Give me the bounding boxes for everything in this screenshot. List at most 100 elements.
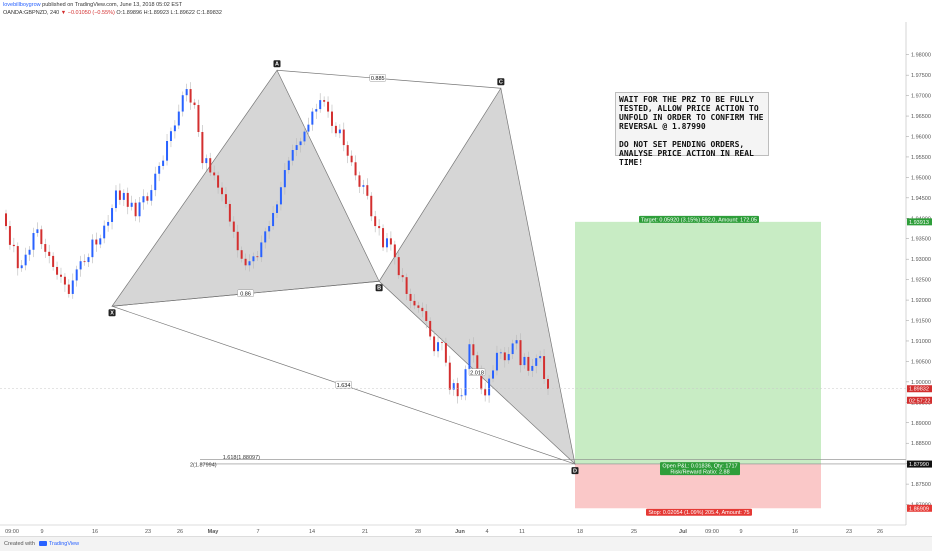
pattern-point-label: C [499,80,503,86]
candle [252,252,255,269]
candle [169,127,172,148]
candle-body [334,125,337,134]
open-pnl-label: Open P&L: 0.01836, Qty: 1717 [662,463,737,469]
candle-body [5,213,7,227]
candle [444,337,447,367]
candle-body [59,274,62,277]
ratio-label-box [237,289,254,297]
candle [437,335,440,358]
footer-bar: Created with TradingView [0,536,932,551]
author-link[interactable]: lovebillboygrow [3,2,41,8]
candle-body [142,196,145,203]
candle [495,345,498,376]
candle-body [299,141,302,146]
candle-body [291,149,294,161]
price-chart[interactable]: 1.618(1.88097) 2(1.87994) 0.885 0.86 2.018 1.… [0,0,932,536]
candle-body [338,129,341,134]
x-tick-label: Jun [455,529,465,535]
x-tick-label: 14 [309,529,315,535]
x-tick-label: 16 [792,529,798,535]
candle [142,189,145,210]
candle [138,197,141,223]
candle [421,302,424,318]
x-tick-label: 09:00 [5,529,19,535]
candle [201,125,204,170]
candle [12,237,15,253]
candle [146,192,149,205]
candle [130,195,133,211]
candle-body [260,242,263,258]
candle-body [452,383,455,390]
candle-body [232,221,235,232]
y-tick-label: 1.95000 [911,175,931,181]
candle-body [268,226,271,232]
candle-body [276,204,278,213]
candle-body [146,196,149,201]
candle-body [181,95,184,112]
candle-body [272,212,275,227]
candle-body [252,256,255,262]
x-tick-label: 9 [739,529,742,535]
candle-body [519,340,522,366]
candle [433,331,436,357]
candle [268,220,271,239]
candle [221,182,224,202]
candle [523,353,526,369]
candle [16,242,19,276]
candle [162,155,165,170]
pattern-line-ac [276,69,501,89]
x-tick-label: 26 [177,529,183,535]
pattern-point-marker [571,467,579,475]
candle-body [460,395,463,397]
ratio-label: 2.018 [470,370,484,376]
candle-body [177,111,180,126]
candle-body [36,229,39,234]
candle-body [378,226,381,229]
candle [425,304,428,329]
candle-body [315,109,318,112]
candle-body [20,265,23,269]
candle [279,181,282,211]
y-tick-label: 1.89000 [911,421,931,427]
candle [405,273,408,301]
tradingview-brand-link[interactable]: TradingView [48,541,80,547]
candle [503,347,506,368]
y-tick-label: 1.96500 [911,114,931,120]
candle-body [256,256,259,258]
candle-body [166,141,169,161]
candle-body [244,258,247,266]
symbol-line: OANDA:GBPNZD, 240 ▼ −0.01050 (−0.55%) O:… [3,10,222,16]
candle-body [476,355,479,371]
candle-body [515,340,518,344]
pattern-point-label: X [110,311,114,317]
x-tick-label: 7 [256,529,259,535]
candle-body [32,233,35,250]
candle [539,350,542,362]
pattern-point-marker [108,309,116,317]
candle-body [138,202,141,217]
candle-body [75,269,78,281]
candle [319,93,322,113]
candle-body [437,342,440,352]
candle-body [12,244,15,247]
candle [323,96,326,107]
candle-body [224,194,227,204]
candle-body [213,172,216,176]
candle-body [397,257,400,276]
candle [350,150,353,166]
candle-body [44,244,47,252]
candle-body [134,202,137,217]
stop-label: Stop: 0.02054 (1.09%) 205.4, Amount: 75 [648,510,749,516]
candle [95,232,98,252]
candle [59,267,62,283]
candle-body [240,250,243,259]
candle-body [472,344,475,356]
note-line-2: DO NOT SET PENDING ORDERS, ANALYSE PRICE… [619,140,754,167]
open-pnl-label: Risk/Reward Ratio: 2.88 [670,469,729,475]
ratio-label-box [369,74,386,82]
x-tick-label: 11 [519,529,525,535]
candle [114,185,117,212]
candle-body [193,102,196,106]
candle [24,247,27,271]
candle-body [79,261,82,270]
